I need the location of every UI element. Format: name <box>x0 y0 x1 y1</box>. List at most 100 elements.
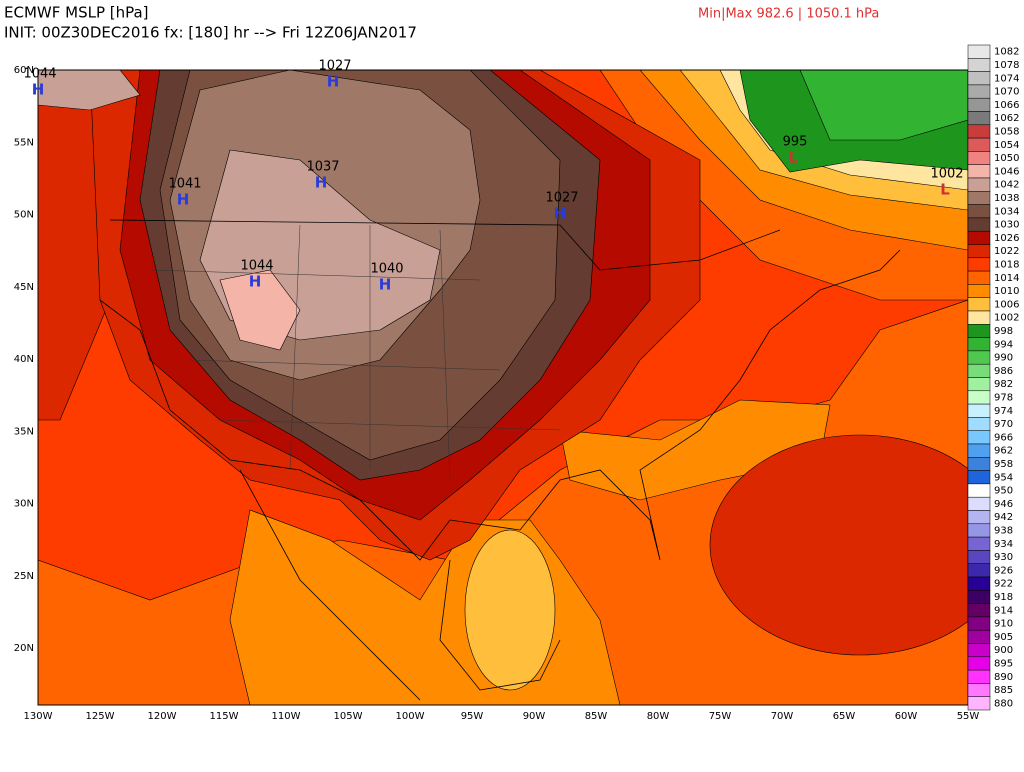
center-letter: H <box>177 191 190 209</box>
color-swatch <box>967 590 991 604</box>
center-value: 1041 <box>168 177 201 192</box>
color-swatch <box>967 523 991 538</box>
coastline <box>99 249 901 561</box>
lon-label: 65W <box>833 711 856 722</box>
lat-label: 30N <box>14 499 34 510</box>
color-swatch <box>967 536 991 551</box>
lon-label: 95W <box>461 711 484 722</box>
color-label: 986 <box>994 366 1013 377</box>
map-area <box>38 70 968 705</box>
color-swatch <box>967 191 991 205</box>
lon-label: 55W <box>957 711 980 722</box>
color-label: 926 <box>994 565 1013 576</box>
color-swatch <box>967 284 991 298</box>
lon-label: 90W <box>523 711 546 722</box>
color-swatch <box>967 217 991 232</box>
field <box>709 434 968 656</box>
color-label: 942 <box>994 512 1013 523</box>
lat-label: 60N <box>14 65 34 76</box>
color-swatch <box>967 457 991 471</box>
color-label: 900 <box>994 645 1013 656</box>
color-label: 1066 <box>994 100 1019 111</box>
color-swatch <box>967 390 991 405</box>
center-letter: H <box>315 174 328 192</box>
color-swatch <box>967 656 991 671</box>
color-swatch <box>967 350 991 365</box>
color-swatch <box>967 377 991 392</box>
lon-label: 110W <box>272 711 301 722</box>
color-label: 1082 <box>994 47 1019 58</box>
color-label: 1030 <box>994 220 1019 231</box>
color-swatch <box>967 324 991 338</box>
color-swatch <box>967 204 991 219</box>
center-letter: L <box>940 181 950 199</box>
center-letter: H <box>32 81 45 99</box>
color-label: 994 <box>994 339 1013 350</box>
color-label: 1014 <box>994 273 1019 284</box>
color-label: 938 <box>994 525 1013 536</box>
color-label: 890 <box>994 672 1013 683</box>
lat-label: 25N <box>14 571 34 582</box>
color-label: 1058 <box>994 126 1019 137</box>
center-value: 1044 <box>240 259 273 274</box>
lon-label: 105W <box>334 711 363 722</box>
color-label: 1042 <box>994 180 1019 191</box>
boundaries <box>99 219 901 701</box>
color-label: 1026 <box>994 233 1019 244</box>
axis-labels: 60N 55N 50N 45N 40N 35N 30N 25N 20N 130W 125W 120W 1… <box>14 65 980 722</box>
color-swatch <box>967 297 991 312</box>
color-label: 885 <box>994 685 1013 696</box>
color-label: 918 <box>994 592 1013 603</box>
lon-label: 85W <box>585 711 608 722</box>
color-swatch <box>967 483 991 498</box>
color-label: 1006 <box>994 299 1019 310</box>
color-label: 1078 <box>994 60 1019 71</box>
color-label: 970 <box>994 419 1013 430</box>
color-swatch <box>967 44 991 59</box>
color-swatch <box>967 629 991 644</box>
lat-label: 45N <box>14 282 34 293</box>
init-line: INIT: 00Z30DEC2016 fx: [180] hr --> Fri … <box>4 24 417 42</box>
color-swatch <box>967 563 991 578</box>
color-swatch <box>967 257 991 272</box>
color-label: 1046 <box>994 166 1019 177</box>
color-label: 914 <box>994 605 1013 616</box>
color-label: 930 <box>994 552 1013 563</box>
color-label: 1022 <box>994 246 1019 257</box>
color-swatch <box>967 137 991 152</box>
lon-label: 115W <box>210 711 239 722</box>
color-label: 990 <box>994 353 1013 364</box>
color-swatch <box>967 430 991 445</box>
lat-label: 20N <box>14 643 34 654</box>
color-label: 1038 <box>994 193 1019 204</box>
color-swatch <box>967 403 991 418</box>
color-swatch <box>967 683 991 697</box>
color-swatch <box>967 337 991 352</box>
color-swatch <box>967 111 991 126</box>
center-letter: H <box>554 205 567 223</box>
color-label: 962 <box>994 446 1013 457</box>
color-swatch <box>967 177 991 192</box>
color-swatch <box>967 643 991 658</box>
lon-label: 130W <box>24 711 53 722</box>
color-label: 934 <box>994 539 1013 550</box>
center-letter: H <box>249 273 262 291</box>
center-letter: L <box>788 149 798 167</box>
color-label: 880 <box>994 698 1013 709</box>
center-letter: H <box>327 73 340 91</box>
lon-label: 100W <box>396 711 425 722</box>
color-label: 1050 <box>994 153 1019 164</box>
min-max: Min|Max 982.6 | 1050.1 hPa <box>698 7 879 22</box>
color-label: 1074 <box>994 73 1019 84</box>
color-swatch <box>967 244 991 259</box>
center-value: 1027 <box>545 191 578 206</box>
color-label: 958 <box>994 459 1013 470</box>
